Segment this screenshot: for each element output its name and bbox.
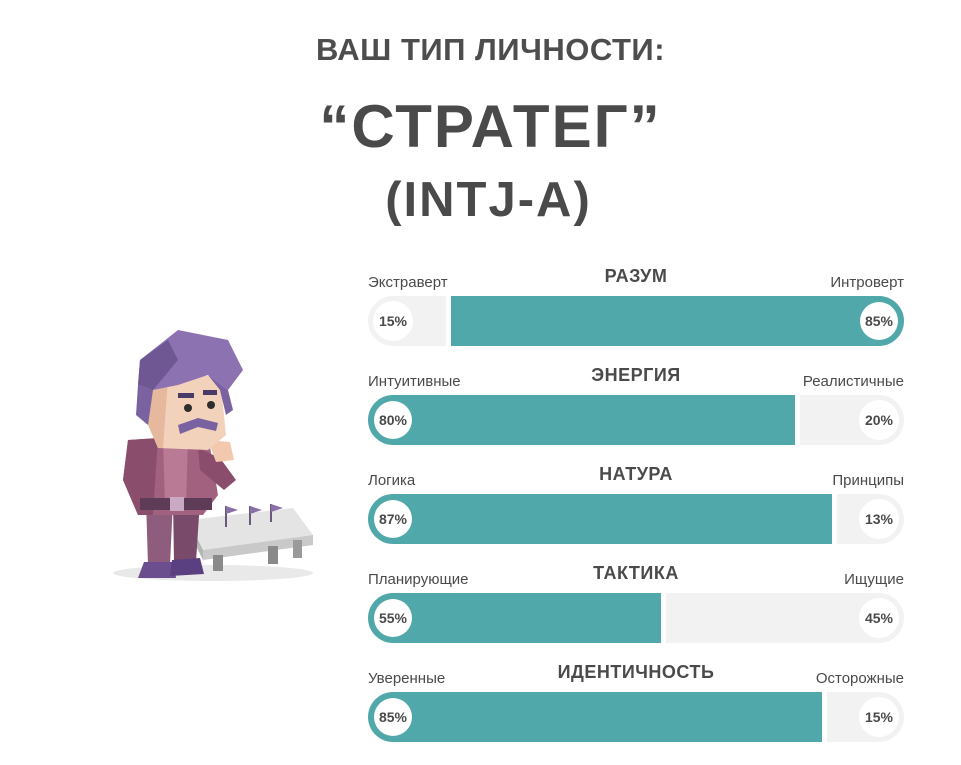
trait-left-label: Планирующие <box>368 571 469 588</box>
page-subtitle: ВАШ ТИП ЛИЧНОСТИ: <box>315 32 666 67</box>
trait-left-percent: 55% <box>374 599 412 637</box>
trait-right-label: Осторожные <box>815 670 904 687</box>
trait-left-percent: 15% <box>373 301 413 341</box>
trait-title: ЭНЕРГИЯ <box>591 365 681 385</box>
trait-title: НАТУРА <box>599 464 673 484</box>
trait-bar-fill <box>368 692 824 742</box>
trait-bar <box>368 395 904 445</box>
trait-left-percent: 80% <box>374 401 412 439</box>
trait-right-percent: 15% <box>859 697 899 737</box>
trait-tactics: Планирующие ТАКТИКА Ищущие 55% 45% <box>368 559 904 658</box>
trait-energy: Интуитивные ЭНЕРГИЯ Реалистичные 80% 20% <box>368 361 904 460</box>
trait-bar <box>368 494 904 544</box>
trait-left-label: Логика <box>368 472 416 489</box>
trait-nature: Логика НАТУРА Принципы 87% 13% <box>368 460 904 559</box>
trait-bar-fill <box>368 494 835 544</box>
trait-left-percent: 87% <box>374 500 412 538</box>
trait-right-label: Ищущие <box>844 571 904 588</box>
trait-left-label: Экстраверт <box>368 274 448 291</box>
trait-bar-separator <box>821 692 827 742</box>
trait-title: ИДЕНТИЧНОСТЬ <box>557 662 715 682</box>
trait-bar-separator <box>832 494 838 544</box>
trait-title: ТАКТИКА <box>593 563 679 583</box>
trait-right-percent: 85% <box>860 302 898 340</box>
trait-left-label: Интуитивные <box>368 373 461 390</box>
trait-identity: Уверенные ИДЕНТИЧНОСТЬ Осторожные 85% 15… <box>368 658 904 757</box>
trait-bar-separator <box>794 395 800 445</box>
trait-bar-fill <box>448 296 904 346</box>
personality-type-code: (INTJ-A) <box>385 173 592 227</box>
trait-bar-fill <box>368 395 797 445</box>
trait-mind: Экстраверт РАЗУМ Интроверт 15% 85% <box>368 262 904 361</box>
trait-right-label: Интроверт <box>830 274 904 291</box>
trait-bar-separator <box>446 296 452 346</box>
trait-title: РАЗУМ <box>604 266 668 286</box>
trait-list: Экстраверт РАЗУМ Интроверт 15% 85% Интуи… <box>368 262 904 757</box>
trait-bar <box>368 692 904 742</box>
trait-right-label: Реалистичные <box>802 373 904 390</box>
trait-bar <box>368 296 904 346</box>
trait-left-label: Уверенные <box>368 670 446 687</box>
trait-right-percent: 45% <box>859 598 899 638</box>
trait-bar-fill <box>368 593 663 643</box>
trait-bar <box>368 593 904 643</box>
personality-type-name: “СТРАТЕГ” <box>319 93 662 160</box>
trait-right-percent: 13% <box>859 499 899 539</box>
trait-right-label: Принципы <box>832 472 904 489</box>
trait-left-percent: 85% <box>374 698 412 736</box>
trait-right-percent: 20% <box>859 400 899 440</box>
trait-bar-separator <box>660 593 666 643</box>
strategist-illustration <box>108 330 323 590</box>
